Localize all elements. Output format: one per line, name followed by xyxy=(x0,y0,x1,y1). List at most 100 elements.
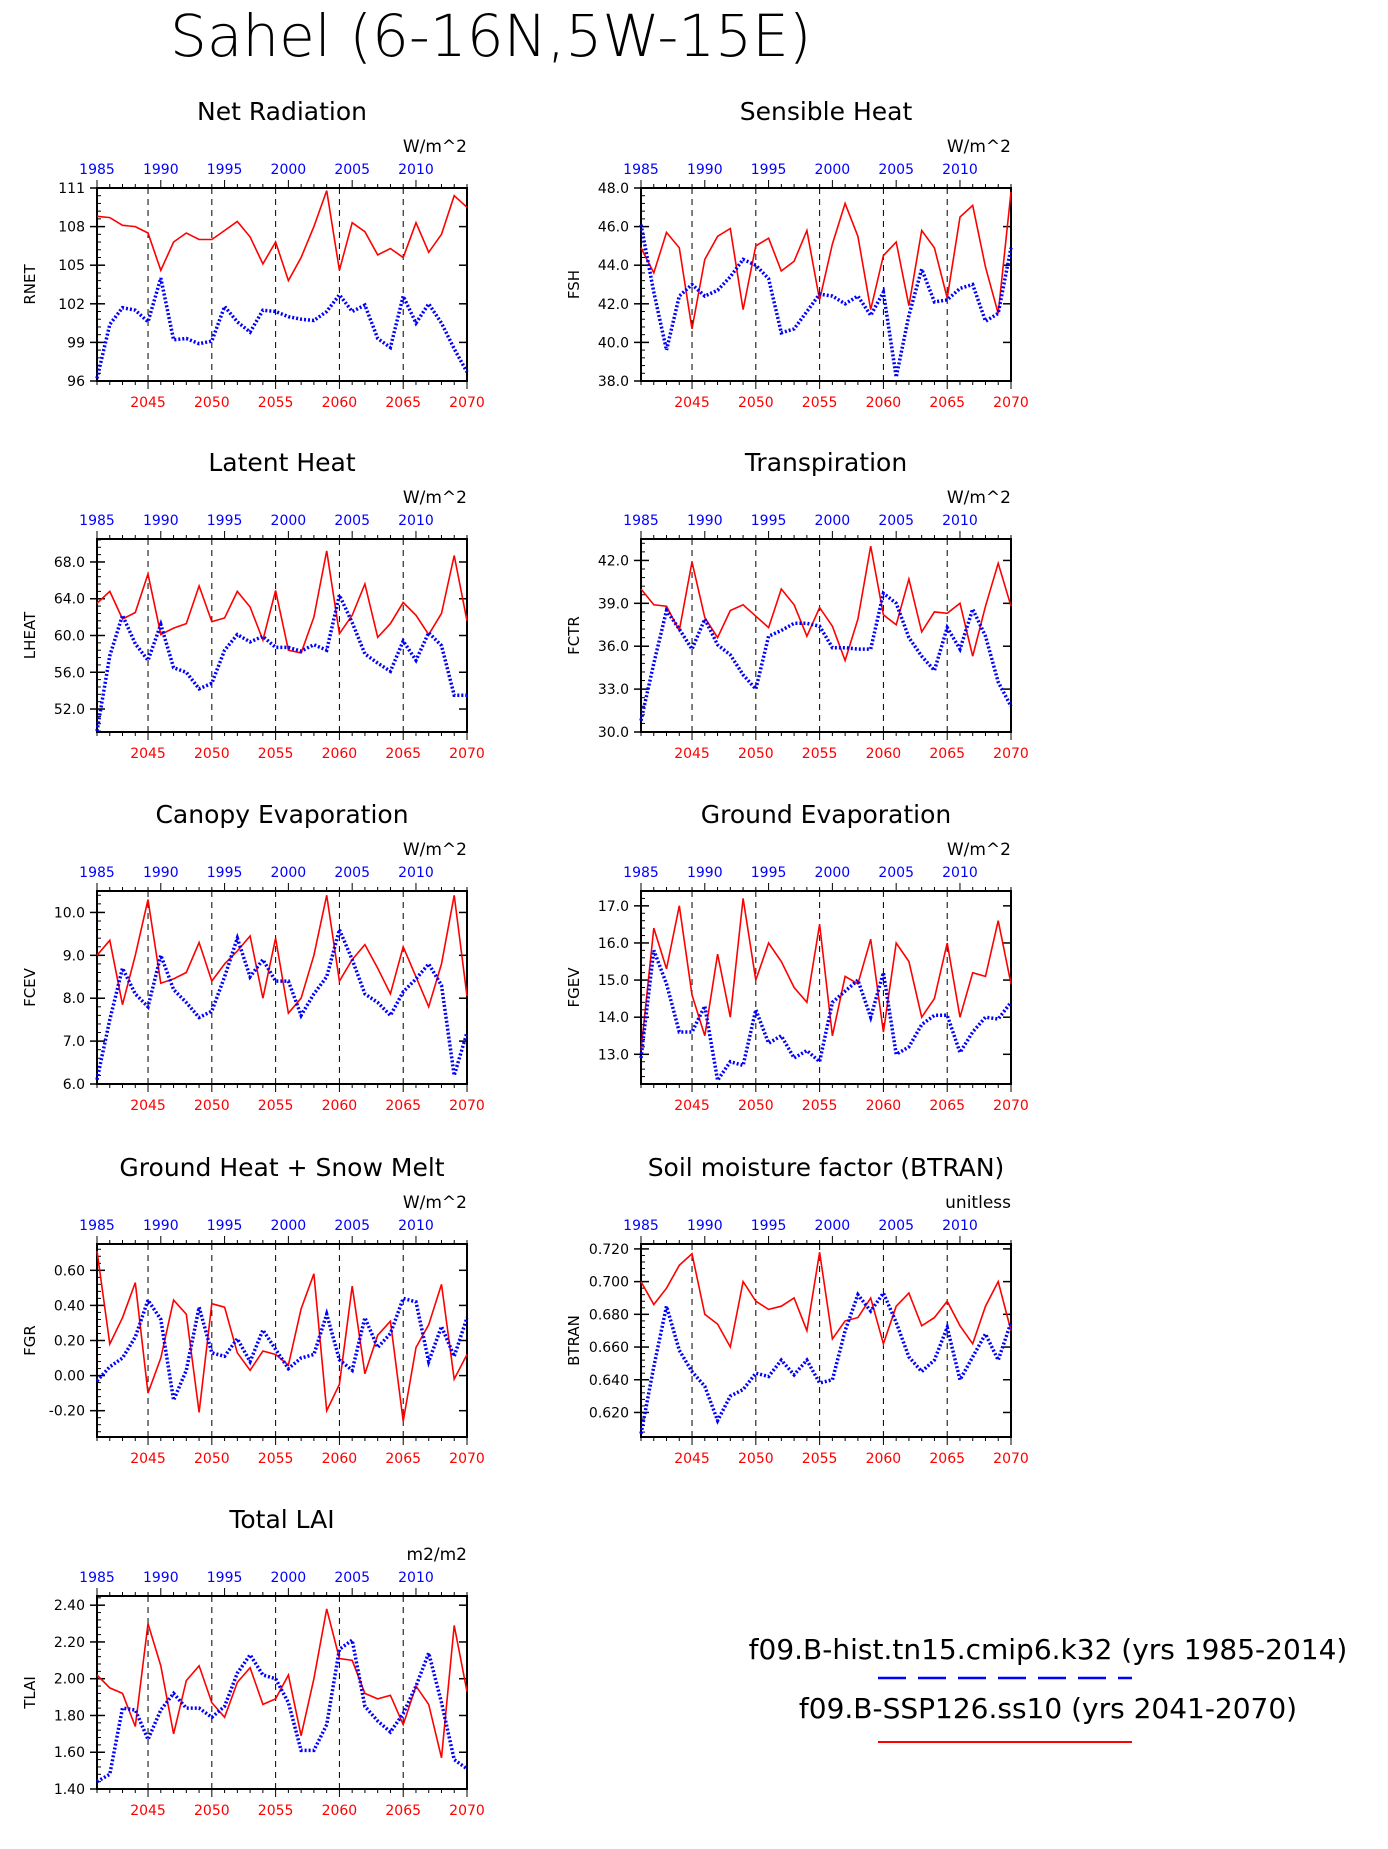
bottom-x-tick-label: 2070 xyxy=(449,1451,485,1467)
top-x-tick-label: 1990 xyxy=(143,1218,179,1234)
panels: Net Radiation W/m^2 RNET 96 99 102 105 108 111 20… xyxy=(21,97,1029,1819)
hist-series-line xyxy=(95,277,469,379)
bottom-x-tick-label: 2065 xyxy=(385,1451,421,1467)
y-axis-label: FGR xyxy=(21,1325,39,1356)
bottom-x-tick-label: 2070 xyxy=(449,746,485,762)
page-title: Sahel (6-16N,5W-15E) xyxy=(170,2,811,70)
y-tick-label: 60.0 xyxy=(54,629,85,645)
bottom-x-tick-label: 2055 xyxy=(802,395,838,411)
y-tick-label: 52.0 xyxy=(54,702,85,718)
bottom-x-tick-label: 2070 xyxy=(993,1098,1029,1114)
bottom-x-tick-label: 2045 xyxy=(674,1098,710,1114)
top-x-tick-label: 1985 xyxy=(623,1218,659,1234)
panel-fcev: Canopy Evaporation W/m^2 FCEV 6.0 7.0 8.0 9.0 1… xyxy=(21,800,485,1114)
bottom-x-tick-label: 2065 xyxy=(929,1451,965,1467)
bottom-x-tick-label: 2045 xyxy=(674,1451,710,1467)
top-x-tick-label: 1985 xyxy=(79,162,115,178)
bottom-x-tick-label: 2050 xyxy=(194,746,230,762)
y-tick-label: 14.0 xyxy=(598,1010,629,1026)
top-x-tick-label: 1990 xyxy=(143,513,179,529)
bottom-x-tick-label: 2050 xyxy=(738,1098,774,1114)
hist-series-line xyxy=(639,949,1013,1085)
top-x-tick-label: 2000 xyxy=(271,162,307,178)
bottom-x-tick-label: 2055 xyxy=(258,1098,294,1114)
future-series-line xyxy=(640,545,1012,663)
top-x-tick-label: 2010 xyxy=(398,865,434,881)
bottom-x-tick-label: 2045 xyxy=(674,395,710,411)
top-x-tick-label: 1985 xyxy=(79,513,115,529)
y-tick-label: 46.0 xyxy=(598,220,629,236)
y-tick-label: 6.0 xyxy=(63,1077,85,1093)
top-x-tick-label: 2010 xyxy=(942,865,978,881)
panel-title: Sensible Heat xyxy=(740,97,913,126)
bottom-x-tick-label: 2050 xyxy=(194,395,230,411)
panel-title: Latent Heat xyxy=(208,448,356,477)
units-label: m2/m2 xyxy=(407,1545,467,1565)
top-x-tick-label: 1985 xyxy=(79,1570,115,1586)
future-series-line xyxy=(640,191,1012,330)
top-x-tick-label: 1985 xyxy=(79,1218,115,1234)
top-x-tick-label: 2000 xyxy=(271,865,307,881)
bottom-x-tick-label: 2070 xyxy=(993,395,1029,411)
bottom-x-tick-label: 2055 xyxy=(802,1098,838,1114)
y-tick-label: 2.20 xyxy=(54,1635,85,1651)
y-tick-label: 2.00 xyxy=(54,1672,85,1688)
panel-fgr: Ground Heat + Snow Melt W/m^2 FGR -0.20 0.00… xyxy=(21,1153,485,1467)
bottom-x-tick-label: 2045 xyxy=(130,1451,166,1467)
bottom-x-tick-label: 2065 xyxy=(385,1098,421,1114)
hist-series-line xyxy=(96,1637,469,1784)
future-series-line xyxy=(96,550,468,654)
top-x-tick-label: 1990 xyxy=(687,162,723,178)
units-label: W/m^2 xyxy=(403,840,467,860)
y-axis-label: FCEV xyxy=(21,967,39,1007)
legend: f09.B-hist.tn15.cmip6.k32 (yrs 1985-2014… xyxy=(749,1633,1347,1743)
panel-title: Total LAI xyxy=(228,1505,334,1534)
y-tick-label: 68.0 xyxy=(54,555,85,571)
bottom-x-tick-label: 2070 xyxy=(449,1098,485,1114)
panel-title: Net Radiation xyxy=(197,97,367,126)
y-tick-label: 9.0 xyxy=(63,948,85,964)
units-label: W/m^2 xyxy=(403,1193,467,1213)
y-tick-label: 40.0 xyxy=(598,335,629,351)
plot-frame xyxy=(96,187,468,382)
hist-series-line xyxy=(639,224,1013,378)
bottom-x-tick-label: 2060 xyxy=(866,746,902,762)
bottom-x-tick-label: 2065 xyxy=(929,395,965,411)
top-x-tick-label: 2005 xyxy=(334,1218,370,1234)
top-x-tick-label: 1990 xyxy=(687,1218,723,1234)
top-x-tick-label: 1995 xyxy=(207,162,243,178)
top-x-tick-label: 1995 xyxy=(751,513,787,529)
future-series-line xyxy=(640,898,1012,1051)
bottom-x-tick-label: 2065 xyxy=(385,395,421,411)
top-x-tick-label: 1985 xyxy=(623,162,659,178)
plot-frame xyxy=(640,187,1012,382)
hist-series-line xyxy=(95,1296,469,1407)
bottom-x-tick-label: 2045 xyxy=(130,1098,166,1114)
plot-frame xyxy=(96,538,468,733)
plot-frame xyxy=(96,1595,468,1790)
y-tick-label: 64.0 xyxy=(54,592,85,608)
bottom-x-tick-label: 2070 xyxy=(449,395,485,411)
bottom-x-tick-label: 2055 xyxy=(802,1451,838,1467)
legend-entry-future: f09.B-SSP126.ss10 (yrs 2041-2070) xyxy=(799,1692,1297,1725)
top-x-tick-label: 1995 xyxy=(207,865,243,881)
panel-btran: Soil moisture factor (BTRAN) unitless BTRA… xyxy=(565,1153,1029,1467)
top-x-tick-label: 2010 xyxy=(942,1218,978,1234)
y-axis-label: FCTR xyxy=(565,616,583,655)
y-axis-label: BTRAN xyxy=(565,1315,583,1366)
units-label: W/m^2 xyxy=(947,488,1011,508)
bottom-x-tick-label: 2050 xyxy=(738,395,774,411)
top-x-tick-label: 1995 xyxy=(207,1218,243,1234)
bottom-x-tick-label: 2065 xyxy=(929,746,965,762)
bottom-x-tick-label: 2060 xyxy=(866,1451,902,1467)
panel-title: Canopy Evaporation xyxy=(155,800,408,829)
y-tick-label: 111 xyxy=(58,181,85,197)
y-tick-label: 30.0 xyxy=(598,725,629,741)
y-tick-label: 7.0 xyxy=(63,1034,85,1050)
top-x-tick-label: 1990 xyxy=(687,865,723,881)
y-tick-label: 0.40 xyxy=(54,1298,85,1314)
bottom-x-tick-label: 2060 xyxy=(322,1098,358,1114)
bottom-x-tick-label: 2070 xyxy=(449,1803,485,1819)
y-tick-label: 0.60 xyxy=(54,1263,85,1279)
bottom-x-tick-label: 2050 xyxy=(738,746,774,762)
